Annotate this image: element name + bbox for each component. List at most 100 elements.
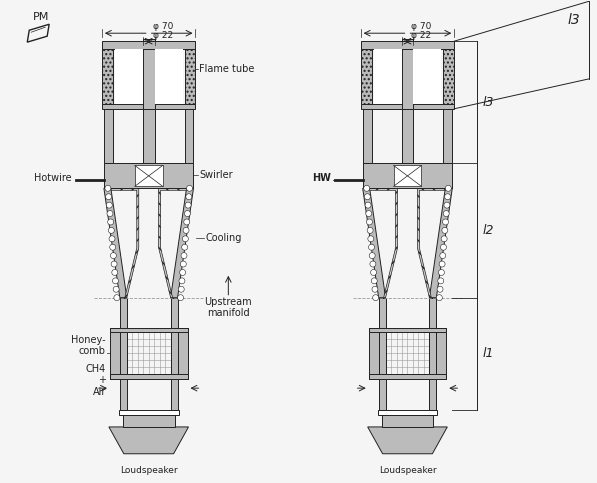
Circle shape <box>108 227 114 233</box>
Bar <box>374 49 402 104</box>
Circle shape <box>179 278 185 284</box>
Bar <box>110 374 187 379</box>
Bar <box>436 327 447 379</box>
Circle shape <box>183 227 189 233</box>
Text: Honey-
comb: Honey- comb <box>71 335 106 356</box>
Circle shape <box>186 185 192 191</box>
Text: Cooling: Cooling <box>205 232 242 242</box>
Text: φ 70: φ 70 <box>411 22 432 31</box>
Circle shape <box>441 244 447 250</box>
Text: l2: l2 <box>482 224 494 237</box>
Circle shape <box>184 211 190 216</box>
Bar <box>110 327 120 379</box>
Bar <box>143 109 155 163</box>
Bar <box>369 327 447 332</box>
Circle shape <box>440 253 446 258</box>
Bar <box>429 298 436 410</box>
Circle shape <box>364 194 370 199</box>
Circle shape <box>106 194 112 199</box>
Circle shape <box>105 185 111 191</box>
Circle shape <box>113 286 119 292</box>
Circle shape <box>372 286 378 292</box>
Bar <box>102 104 195 109</box>
Circle shape <box>177 295 183 300</box>
Circle shape <box>445 194 451 199</box>
Text: PM: PM <box>33 12 50 22</box>
Circle shape <box>442 227 448 233</box>
Text: Loudspeaker: Loudspeaker <box>378 466 436 475</box>
Circle shape <box>186 194 192 199</box>
Circle shape <box>438 270 444 275</box>
Circle shape <box>371 270 377 275</box>
Polygon shape <box>109 427 189 454</box>
Text: l3: l3 <box>482 96 494 109</box>
Bar <box>444 109 453 163</box>
Circle shape <box>111 261 117 267</box>
Bar <box>386 332 429 374</box>
Bar <box>369 327 378 379</box>
Bar <box>369 374 447 379</box>
Text: Swirler: Swirler <box>199 170 233 180</box>
Text: Loudspeaker: Loudspeaker <box>120 466 177 475</box>
Bar <box>120 298 127 410</box>
Circle shape <box>441 236 447 242</box>
Circle shape <box>110 244 116 250</box>
Circle shape <box>368 244 374 250</box>
Circle shape <box>367 227 373 233</box>
Circle shape <box>112 270 118 275</box>
Bar <box>127 332 171 374</box>
Circle shape <box>367 219 373 225</box>
Circle shape <box>109 236 115 242</box>
Circle shape <box>180 261 186 267</box>
Bar <box>393 166 421 186</box>
Bar <box>444 49 454 104</box>
Bar <box>177 327 187 379</box>
Bar <box>378 298 386 410</box>
Bar <box>171 298 177 410</box>
Bar <box>363 163 453 188</box>
Text: CH4
+
Air: CH4 + Air <box>85 364 106 397</box>
Bar <box>363 109 372 163</box>
Bar <box>102 41 195 49</box>
Circle shape <box>114 295 120 300</box>
Circle shape <box>368 236 374 242</box>
Circle shape <box>439 261 445 267</box>
Bar <box>381 415 433 427</box>
Circle shape <box>112 278 118 284</box>
Bar <box>102 49 113 104</box>
Circle shape <box>444 202 450 208</box>
Circle shape <box>179 286 184 292</box>
Polygon shape <box>370 188 398 298</box>
Circle shape <box>364 185 370 191</box>
Bar <box>119 410 179 415</box>
Text: φ 22: φ 22 <box>411 31 432 40</box>
Polygon shape <box>368 427 447 454</box>
Circle shape <box>371 278 377 284</box>
Polygon shape <box>171 188 193 298</box>
Polygon shape <box>111 188 139 298</box>
Circle shape <box>365 202 371 208</box>
Text: Upstream
manifold: Upstream manifold <box>205 297 252 318</box>
Circle shape <box>106 202 112 208</box>
Bar <box>104 163 193 188</box>
Polygon shape <box>159 188 186 298</box>
Polygon shape <box>429 188 453 298</box>
Circle shape <box>110 253 116 258</box>
Bar <box>143 39 155 109</box>
Text: φ 70: φ 70 <box>153 22 173 31</box>
Circle shape <box>445 185 451 191</box>
Bar <box>402 39 414 109</box>
Circle shape <box>184 219 190 225</box>
Polygon shape <box>104 188 127 298</box>
Bar <box>123 415 174 427</box>
Circle shape <box>107 211 113 216</box>
Circle shape <box>443 211 449 216</box>
Circle shape <box>373 295 378 300</box>
Circle shape <box>366 211 372 216</box>
Text: Flame tube: Flame tube <box>199 64 255 74</box>
Bar <box>361 41 454 49</box>
Circle shape <box>183 236 189 242</box>
Bar <box>184 109 193 163</box>
Text: Hotwire: Hotwire <box>35 173 72 184</box>
Bar <box>155 49 183 104</box>
